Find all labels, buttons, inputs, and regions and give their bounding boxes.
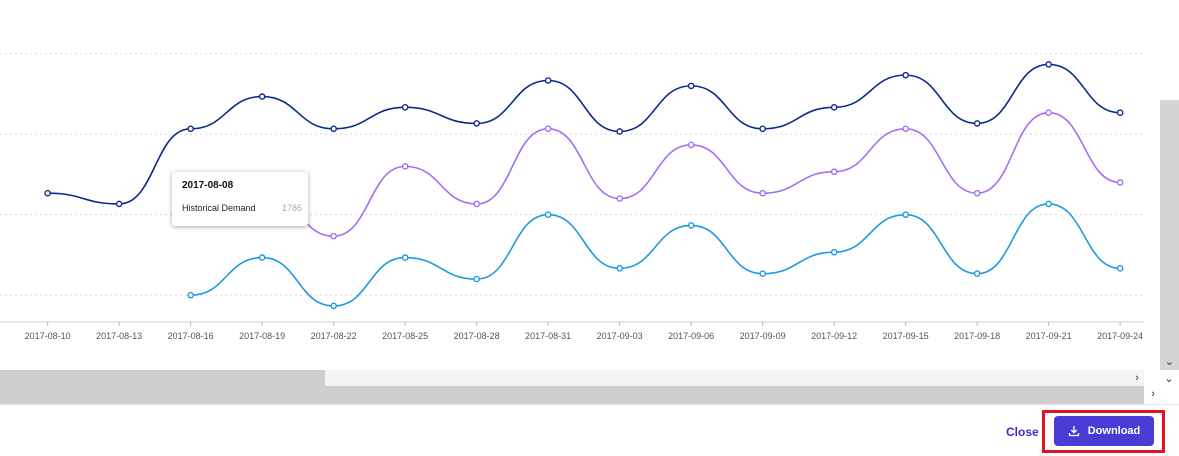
x-tick-label: 2017-09-09 xyxy=(740,331,786,341)
x-tick-label: 2017-09-21 xyxy=(1026,331,1072,341)
data-point[interactable] xyxy=(616,265,623,272)
data-point[interactable] xyxy=(973,120,981,127)
chart-tooltip: 2017-08-08 Historical Demand 1786 xyxy=(172,172,308,226)
data-point[interactable] xyxy=(759,270,766,278)
data-point[interactable] xyxy=(616,128,623,135)
data-point[interactable] xyxy=(830,248,838,256)
modal-footer: Close Download xyxy=(0,404,1179,456)
x-tick-label: 2017-09-03 xyxy=(597,331,643,341)
data-point[interactable] xyxy=(401,163,409,170)
outer-horizontal-scrollbar[interactable] xyxy=(0,386,1144,404)
download-button[interactable]: Download xyxy=(1054,416,1154,446)
data-point[interactable] xyxy=(544,125,552,133)
data-point[interactable] xyxy=(902,71,909,79)
data-point[interactable] xyxy=(258,254,266,261)
data-point[interactable] xyxy=(473,275,480,283)
data-point[interactable] xyxy=(473,120,480,127)
x-tick-label: 2017-09-12 xyxy=(811,331,857,341)
horizontal-scrollbar[interactable] xyxy=(0,370,1144,386)
data-point[interactable] xyxy=(616,195,623,202)
data-point[interactable] xyxy=(830,104,838,111)
data-point[interactable] xyxy=(687,82,695,90)
data-point[interactable] xyxy=(830,168,838,176)
x-tick-label: 2017-08-13 xyxy=(96,331,142,341)
chart-area: 2017-08-10 2017-08-13 2017-08-16 2017-08-19… xyxy=(0,53,1144,341)
data-point[interactable] xyxy=(902,211,909,218)
data-point[interactable] xyxy=(330,302,337,310)
data-point[interactable] xyxy=(759,189,766,197)
data-point[interactable] xyxy=(187,125,194,133)
x-tick-label: 2017-09-15 xyxy=(883,331,929,341)
series-line-forecast xyxy=(190,111,1121,237)
data-point[interactable] xyxy=(1116,179,1124,186)
tooltip-value: 1786 xyxy=(281,203,302,213)
data-point[interactable] xyxy=(902,125,909,133)
download-icon xyxy=(1068,426,1079,437)
demand-chart: 2017-08-10 2017-08-13 2017-08-16 2017-08-19… xyxy=(0,53,1144,341)
data-point[interactable] xyxy=(973,189,981,197)
x-tick-label: 2017-09-24 xyxy=(1097,331,1143,341)
x-tick-label: 2017-09-18 xyxy=(954,331,1000,341)
chevron-down-icon[interactable]: ⌄ xyxy=(1164,355,1175,368)
data-point[interactable] xyxy=(544,211,552,218)
data-point[interactable] xyxy=(687,222,695,229)
vertical-scrollbar[interactable] xyxy=(1160,0,1179,370)
data-point[interactable] xyxy=(401,254,409,261)
x-tick-label: 2017-08-19 xyxy=(239,331,285,341)
data-point[interactable] xyxy=(44,189,51,197)
data-point[interactable] xyxy=(258,93,266,100)
data-point[interactable] xyxy=(1116,109,1124,116)
x-tick-label: 2017-08-22 xyxy=(311,331,357,341)
horizontal-scrollbar-thumb[interactable] xyxy=(325,370,1144,386)
tooltip-date: 2017-08-08 xyxy=(182,180,234,191)
data-point[interactable] xyxy=(759,125,766,133)
download-label: Download xyxy=(1087,425,1141,437)
data-point[interactable] xyxy=(187,291,194,299)
chevron-right-icon[interactable]: › xyxy=(1151,388,1155,400)
series-line-lower xyxy=(190,203,1121,307)
x-tick-label: 2017-09-06 xyxy=(668,331,714,341)
x-tick-label: 2017-08-28 xyxy=(454,331,500,341)
x-tick-label: 2017-08-16 xyxy=(168,331,214,341)
x-tick-label: 2017-08-10 xyxy=(25,331,71,341)
data-point[interactable] xyxy=(401,104,409,111)
data-point[interactable] xyxy=(1116,265,1124,272)
outer-scroll-corner: ⌄ › xyxy=(1151,370,1179,404)
data-point[interactable] xyxy=(687,141,695,149)
x-tick-label: 2017-08-25 xyxy=(382,331,428,341)
data-point[interactable] xyxy=(973,270,981,278)
data-point[interactable] xyxy=(544,77,552,84)
chevron-down-icon[interactable]: ⌄ xyxy=(1164,373,1174,385)
x-tick-label: 2017-08-31 xyxy=(525,331,571,341)
chevron-right-icon[interactable]: › xyxy=(1135,372,1139,384)
data-point[interactable] xyxy=(1045,61,1052,68)
data-point[interactable] xyxy=(473,200,480,208)
data-point[interactable] xyxy=(1045,200,1052,208)
data-point[interactable] xyxy=(330,125,337,133)
close-button[interactable]: Close xyxy=(1000,423,1045,441)
data-point[interactable] xyxy=(330,232,337,240)
series-line-upper xyxy=(47,63,1121,205)
data-point[interactable] xyxy=(1045,109,1052,116)
vertical-scrollbar-thumb[interactable] xyxy=(1160,0,1179,100)
tooltip-series-label: Historical Demand xyxy=(182,203,256,213)
data-point[interactable] xyxy=(115,200,123,208)
